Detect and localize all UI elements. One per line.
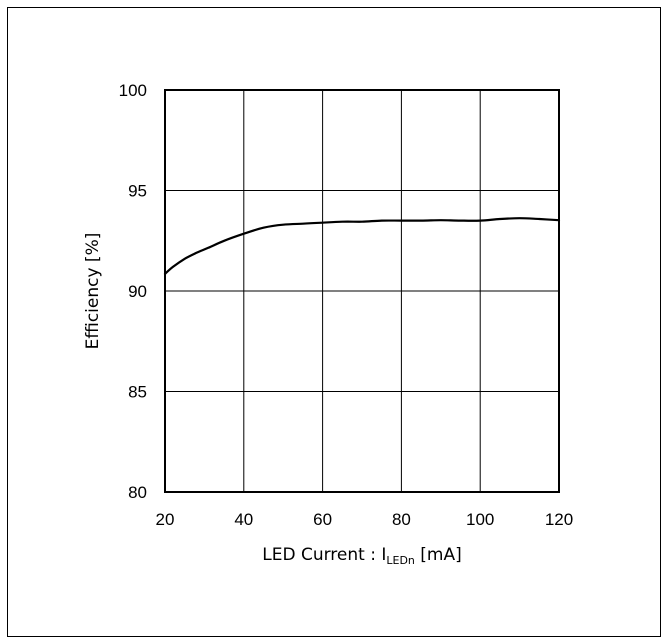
x-axis-label: LED Current : ILEDn [mA] — [262, 545, 462, 567]
x-tick-label: 80 — [392, 510, 411, 529]
figure-frame — [7, 7, 661, 637]
x-tick-label: 120 — [545, 510, 573, 529]
grid-lines — [165, 90, 559, 492]
y-tick-label: 95 — [128, 182, 147, 201]
x-axis-label-subscript: LEDn — [386, 554, 415, 567]
y-tick-label: 85 — [128, 383, 147, 402]
x-tick-labels: 20 40 60 80 100 120 — [156, 510, 574, 529]
plot-area-frame — [164, 89, 560, 493]
y-axis-label: Efficiency [%] — [83, 233, 103, 350]
efficiency-series-line — [163, 217, 561, 275]
x-tick-label: 20 — [156, 510, 175, 529]
x-tick-label: 100 — [466, 510, 494, 529]
x-tick-label: 40 — [234, 510, 253, 529]
y-tick-labels: 80 85 90 95 100 — [119, 81, 147, 502]
x-axis-label-unit: [mA] — [415, 545, 462, 565]
x-axis-label-main: LED Current : I — [262, 545, 386, 565]
y-tick-label: 90 — [128, 282, 147, 301]
x-tick-label: 60 — [313, 510, 332, 529]
y-tick-label: 100 — [119, 81, 147, 100]
y-tick-label: 80 — [128, 483, 147, 502]
